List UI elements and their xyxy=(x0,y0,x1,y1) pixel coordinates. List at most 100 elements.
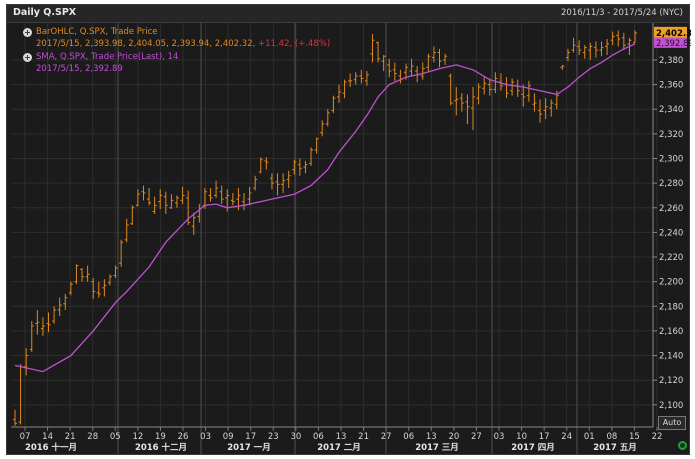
last-price-label: 2,402.32 xyxy=(656,29,691,39)
last-price-tag xyxy=(654,26,687,38)
ohlc-bar xyxy=(605,39,610,56)
ohlc-bar xyxy=(57,297,62,317)
ohlc-bar xyxy=(314,137,319,154)
ohlc-bar xyxy=(208,188,213,202)
ohlc-bar xyxy=(80,268,85,282)
ohlc-bar xyxy=(152,196,157,214)
ohlc-bar xyxy=(331,95,336,113)
sma-price-label: 2,392.89 xyxy=(656,39,691,49)
ohlc-bar xyxy=(158,189,163,209)
y-tick-label: 2,380 xyxy=(659,56,683,66)
ohlc-bar xyxy=(454,87,459,116)
ohlc-bar xyxy=(180,186,185,205)
legend-ohlc-change: +11.42, (+.48%) xyxy=(258,39,331,49)
ohlc-bar xyxy=(616,30,621,47)
ohlc-bar xyxy=(264,157,269,170)
ohlc-bar xyxy=(24,348,29,376)
month-label: 2017 四月 xyxy=(511,443,555,453)
y-tick-label: 2,140 xyxy=(659,352,683,362)
ohlc-bar xyxy=(459,93,464,112)
x-tick-label: 08 xyxy=(606,432,617,442)
chart-window: Daily Q.SPX 2016/11/3 - 2017/5/24 (NYC) … xyxy=(6,4,691,456)
y-tick-label: 2,300 xyxy=(659,154,683,164)
ohlc-bar xyxy=(336,84,341,104)
ohlc-bar xyxy=(364,71,369,86)
x-tick-label: 10 xyxy=(516,432,527,442)
y-tick-label: 2,180 xyxy=(659,302,683,312)
ohlc-bar xyxy=(13,409,17,426)
legend-toggle-icon[interactable]: + xyxy=(23,28,32,37)
ohlc-bar xyxy=(292,159,297,175)
ohlc-bar xyxy=(571,37,576,53)
ohlc-bar xyxy=(68,281,73,296)
ohlc-bar xyxy=(141,185,146,201)
y-tick-label: 2,200 xyxy=(659,278,683,288)
ohlc-bar xyxy=(409,58,414,76)
ohlc-bar xyxy=(91,277,96,299)
price-chart[interactable]: 2,100 2,120 2,140 2,160 2,180 2,200 2,220 2,240… xyxy=(7,5,691,456)
ohlc-bar xyxy=(437,48,442,68)
month-label: 2017 二月 xyxy=(317,443,361,453)
ohlc-bar xyxy=(214,180,219,198)
ohlc-bar xyxy=(482,77,487,95)
ohlc-bar xyxy=(359,69,364,84)
x-tick-label: 06 xyxy=(403,432,414,442)
ohlc-bar xyxy=(370,34,375,63)
ohlc-bar xyxy=(303,160,308,174)
x-tick-label: 03 xyxy=(494,432,505,442)
ohlc-bar xyxy=(309,147,314,166)
y-tick-label: 2,260 xyxy=(659,204,683,214)
ohlc-bar xyxy=(74,264,79,285)
x-tick-label: 03 xyxy=(200,432,211,442)
ohlc-bar xyxy=(582,45,587,59)
ohlc-bar xyxy=(147,188,152,206)
ohlc-bar xyxy=(253,175,258,191)
ohlc-bar xyxy=(521,84,526,107)
x-tick-label: 24 xyxy=(561,432,572,442)
y-tick-label: 2,240 xyxy=(659,228,683,238)
auto-scale-button[interactable]: Auto xyxy=(658,416,686,430)
x-tick-label: 09 xyxy=(223,432,234,442)
ohlc-bar xyxy=(163,191,168,214)
ohlc-bar xyxy=(297,158,302,176)
x-tick-label: 13 xyxy=(426,432,437,442)
ohlc-bar xyxy=(353,72,358,85)
x-tick-label: 27 xyxy=(381,432,392,442)
x-tick-label: 20 xyxy=(448,432,459,442)
x-tick-label: 05 xyxy=(110,432,121,442)
y-tick-label: 2,120 xyxy=(659,376,683,386)
ohlc-bar xyxy=(426,53,431,72)
ohlc-bar xyxy=(219,185,224,205)
ohlc-bar xyxy=(593,41,598,58)
ohlc-bar xyxy=(376,41,381,63)
date-range: 2016/11/3 - 2017/5/24 (NYC) xyxy=(561,8,683,18)
x-tick-label: 28 xyxy=(87,432,98,442)
sma-price-tag xyxy=(654,37,687,48)
x-tick-label: 13 xyxy=(336,432,347,442)
y-tick-label: 2,280 xyxy=(659,179,683,189)
month-label: 2017 五月 xyxy=(593,443,637,453)
x-tick-label: 19 xyxy=(155,432,166,442)
ohlc-bar xyxy=(258,157,263,174)
ohlc-bar xyxy=(599,41,604,57)
ohlc-bar xyxy=(633,30,637,44)
y-tick-label: 2,320 xyxy=(659,130,683,140)
ohlc-bar xyxy=(392,62,397,81)
legend-ohlc-values: 2017/5/15, 2,393.98, 2,404.05, 2,393.94,… xyxy=(36,39,330,49)
y-tick-label: 2,160 xyxy=(659,327,683,337)
month-label: 2017 一月 xyxy=(227,443,271,453)
x-tick-label: 22 xyxy=(652,432,663,442)
y-tick-label: 2,360 xyxy=(659,81,683,91)
ohlc-bar xyxy=(588,42,593,60)
ohlc-bar xyxy=(63,293,68,310)
x-tick-label: 26 xyxy=(178,432,189,442)
legend-toggle-icon[interactable]: + xyxy=(23,53,32,62)
ohlc-bar xyxy=(560,64,565,70)
ohlc-bar xyxy=(124,218,129,243)
ohlc-bar xyxy=(476,83,481,105)
ohlc-bar xyxy=(286,170,291,189)
ohlc-bar xyxy=(465,94,470,124)
ohlc-bar xyxy=(549,99,554,117)
ohlc-bar xyxy=(119,239,124,267)
ohlc-bar xyxy=(40,317,45,336)
